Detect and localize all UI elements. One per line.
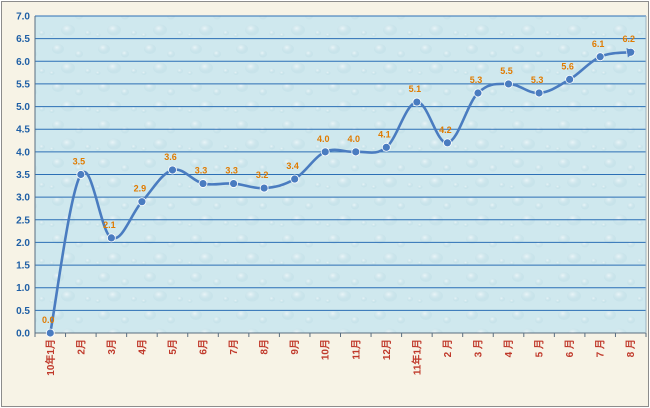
x-tick-label: 3月: [106, 339, 118, 355]
data-label: 6.2: [622, 34, 635, 44]
line-end-arrow: [626, 47, 635, 58]
y-tick-label: 5.5: [16, 79, 30, 90]
gridlines: [35, 15, 646, 311]
y-tick-label: 2.0: [16, 238, 30, 249]
x-tick-label: 8 月: [625, 339, 637, 357]
data-label: 4.2: [439, 125, 452, 135]
x-axis-ticks: 10年1月 2月 3月 4月 5月 6月 7月 8月 9月 10月 11月 12月 11年1月 2 月 3 …: [34, 333, 647, 376]
data-point: [137, 197, 147, 207]
y-tick-label: 1.0: [16, 283, 30, 294]
data-point: [198, 179, 208, 188]
data-point: [381, 142, 391, 152]
data-markers: [45, 47, 636, 338]
x-tick-label: 6月: [198, 339, 210, 355]
data-label: 5.3: [531, 75, 544, 85]
x-tick-label: 11年1月: [410, 339, 423, 375]
x-tick-label: 6 月: [564, 339, 576, 357]
data-label: 2.1: [103, 220, 116, 230]
y-tick-label: 5.0: [16, 102, 30, 113]
data-point: [168, 165, 177, 175]
data-label: 4.0: [348, 134, 361, 144]
y-tick-label: 3.5: [16, 170, 30, 181]
data-point: [320, 147, 330, 157]
x-tick-label: 12月: [381, 339, 393, 360]
x-tick-label: 7月: [228, 339, 240, 355]
data-label: 3.2: [256, 170, 269, 180]
x-tick-label: 5 月: [534, 339, 546, 357]
y-tick-label: 0.5: [16, 306, 30, 317]
x-tick-label: 7 月: [595, 339, 607, 357]
y-tick-label: 6.5: [16, 34, 30, 45]
data-point: [565, 75, 575, 84]
data-label: 5.1: [409, 84, 422, 94]
y-axis-ticks: 0.0 0.5 1.0 1.5 2.0 2.5 3.0 3.5 4.0 4.5 5.0 5.5 6.0 6…: [16, 12, 30, 340]
x-tick-label: 9月: [289, 339, 301, 355]
x-tick-label: 2月: [75, 339, 87, 355]
data-point: [351, 147, 361, 157]
data-label: 3.3: [195, 166, 208, 176]
data-label: 0.0: [42, 315, 55, 325]
data-label: 5.6: [561, 61, 574, 71]
data-point: [229, 179, 238, 188]
x-tick-label: 5月: [167, 339, 179, 355]
data-point: [412, 97, 422, 107]
x-tick-label: 4月: [136, 339, 148, 355]
data-labels: 0.0 3.5 2.1 2.9 3.6 3.3 3.3 3.2 3.4 4.0 4.0 4.1 5.1 4…: [42, 34, 635, 325]
x-tick-label: 10年1月: [44, 339, 57, 376]
data-label: 4.0: [317, 134, 330, 144]
data-point: [290, 174, 300, 184]
y-tick-label: 1.5: [16, 261, 30, 272]
x-tick-label: 8月: [259, 339, 271, 355]
data-label: 5.3: [470, 75, 483, 85]
data-point: [259, 183, 269, 193]
x-tick-label: 11月: [350, 339, 362, 360]
data-point: [504, 79, 513, 89]
y-tick-label: 2.5: [16, 215, 30, 226]
y-tick-label: 3.0: [16, 193, 30, 204]
data-label: 3.6: [164, 152, 177, 162]
x-tick-label: 3 月: [472, 339, 484, 357]
data-point: [443, 138, 452, 148]
data-label: 3.5: [73, 157, 86, 167]
data-point: [534, 88, 544, 98]
data-label: 3.4: [286, 161, 299, 171]
x-tick-label: 2 月: [442, 339, 454, 357]
x-tick-label: 4 月: [503, 339, 515, 357]
data-point: [45, 328, 55, 338]
y-tick-label: 7.0: [16, 12, 30, 23]
x-tick-label: 10月: [320, 339, 332, 360]
data-point: [473, 88, 483, 98]
y-tick-label: 0.0: [16, 329, 30, 340]
data-label: 2.9: [134, 184, 147, 194]
data-label: 5.5: [500, 66, 513, 76]
data-label: 3.3: [225, 166, 238, 176]
data-point: [106, 233, 116, 243]
y-tick-label: 4.5: [16, 125, 30, 136]
data-label: 4.1: [378, 129, 391, 139]
data-point: [76, 170, 86, 179]
data-label: 6.1: [592, 39, 605, 49]
y-tick-label: 6.0: [16, 57, 30, 68]
data-point: [595, 52, 605, 62]
y-tick-label: 4.0: [16, 147, 30, 158]
